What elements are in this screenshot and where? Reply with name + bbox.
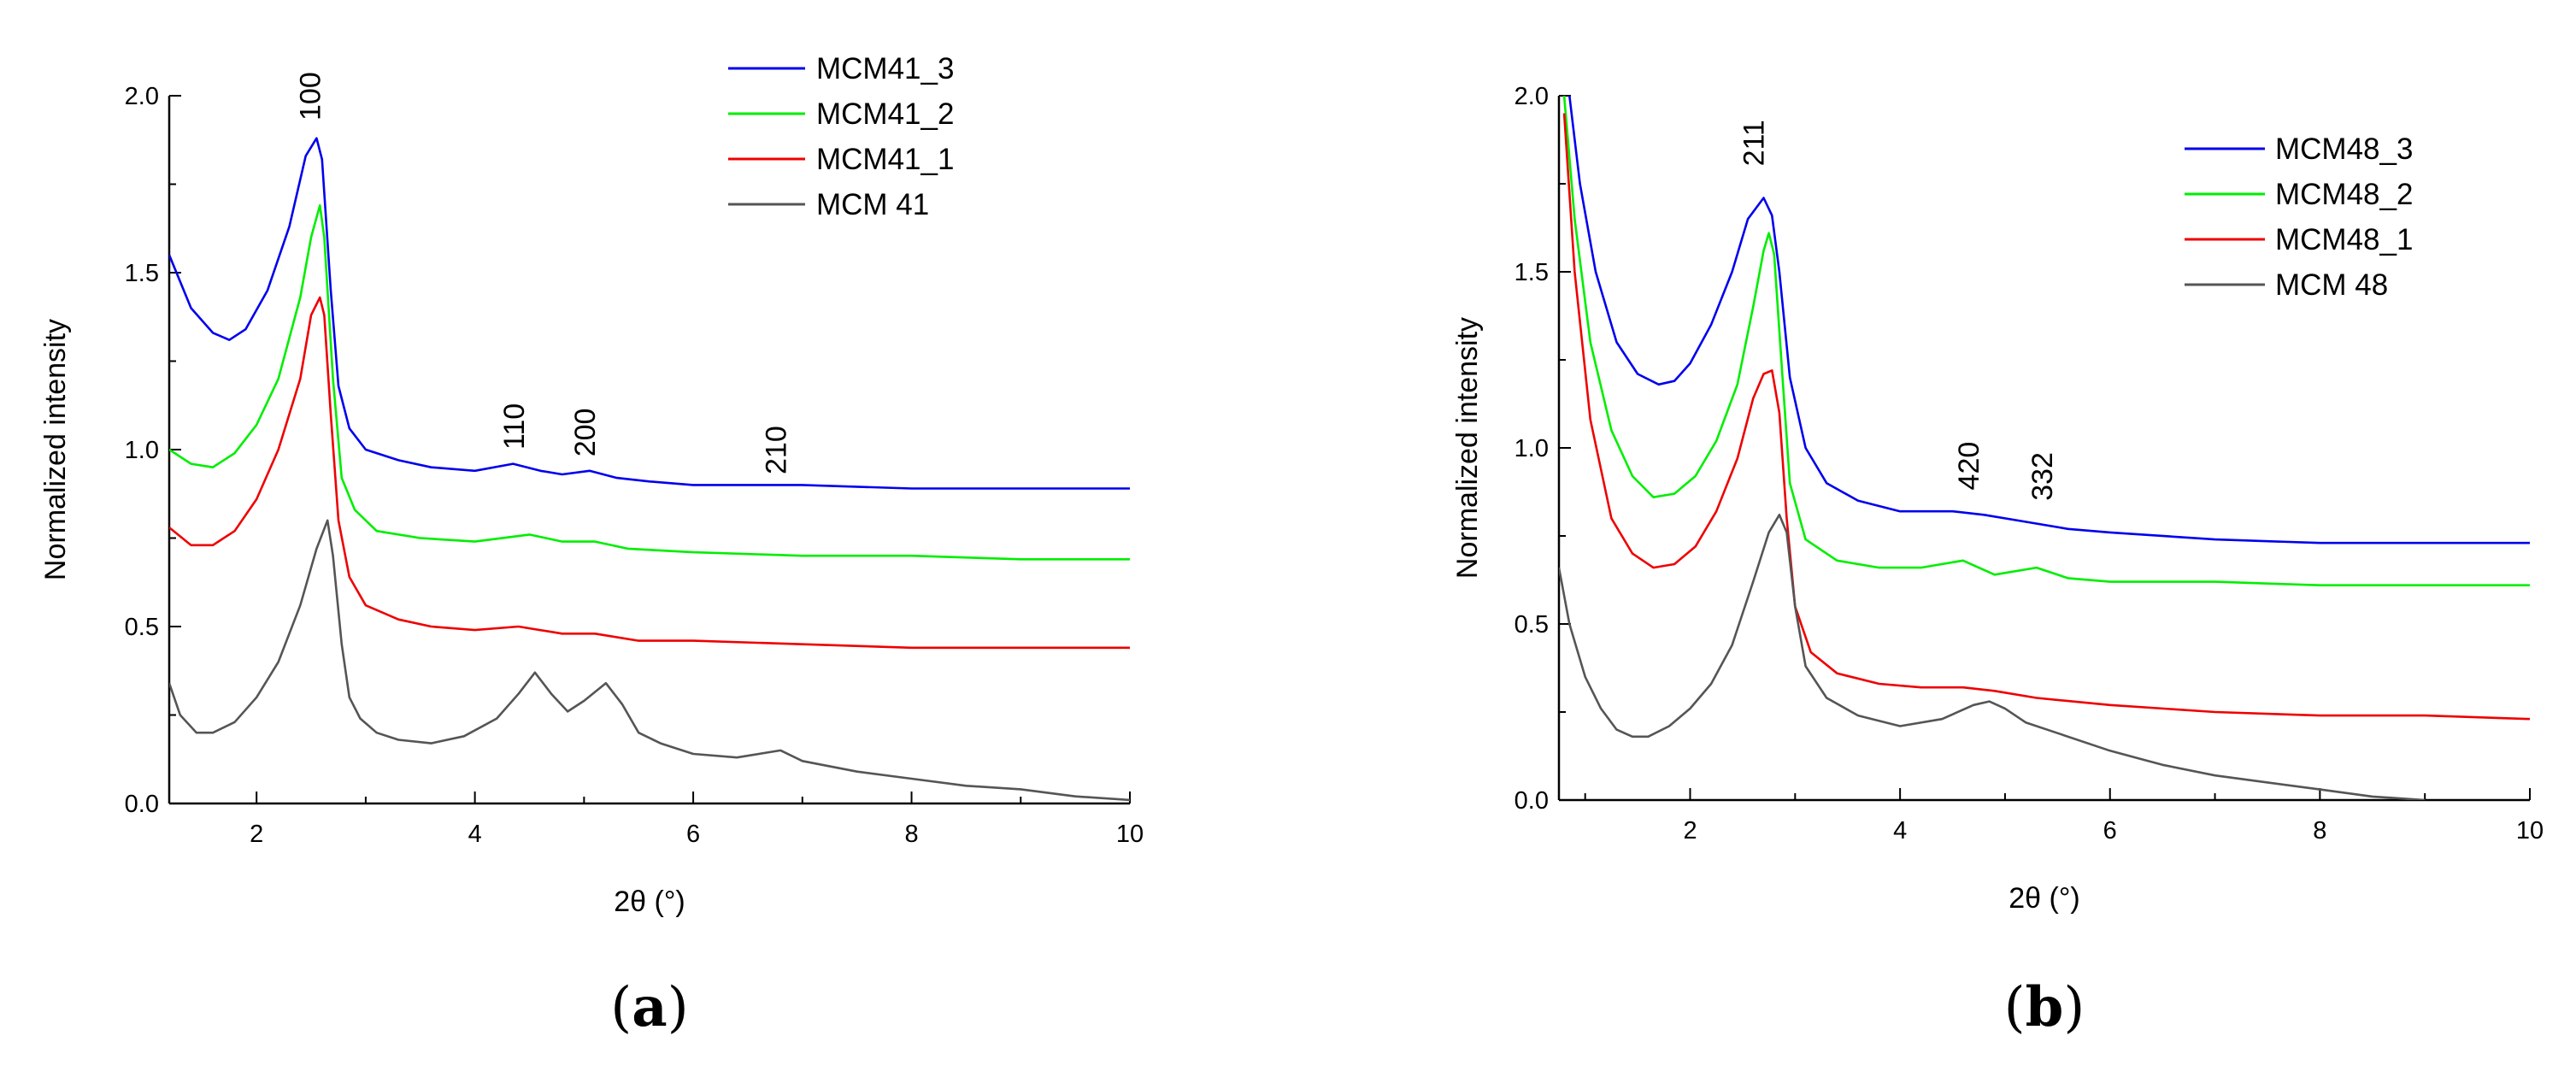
series-line-mcm41_1	[169, 296, 1130, 650]
series-line-mcm48_3	[1568, 95, 2530, 544]
x-tick-label: 4	[1893, 817, 1907, 845]
y-tick-label: 2.0	[1514, 83, 1549, 110]
peak-label: 110	[498, 403, 531, 450]
panel-a: 2 4 6 8 10 0.0 0.5 1.0 1.5 2.0 2θ (°) Normalized in…	[39, 52, 1144, 1039]
y-tick-label: 1.5	[125, 260, 159, 287]
x-tick-label: 10	[1116, 821, 1144, 848]
peak-label: 420	[1953, 442, 1985, 491]
x-tick-label: 4	[468, 821, 482, 848]
series-line-mcm41_3	[169, 137, 1130, 490]
x-tick-label: 6	[686, 821, 700, 848]
y-axis-title: Normalized intensity	[39, 319, 72, 580]
series-line-mcm-48	[1559, 513, 2426, 800]
y-tick-label: 0.5	[1514, 611, 1549, 639]
peak-label: 211	[1738, 120, 1770, 166]
peak-label: 100	[294, 72, 326, 121]
legend-label: MCM48_2	[2275, 178, 2413, 211]
y-tick-label: 0.0	[125, 791, 159, 818]
x-tick-label: 6	[2103, 817, 2117, 845]
series-line-mcm-41	[169, 519, 1130, 802]
series-line-mcm48_2	[1562, 95, 2530, 587]
legend-label: MCM48_3	[2275, 132, 2413, 166]
panel-label: (b)	[2004, 975, 2085, 1039]
y-tick-label: 0.5	[125, 614, 159, 641]
y-tick-label: 0.0	[1514, 787, 1549, 815]
peak-label: 200	[569, 409, 602, 457]
x-tick-label: 8	[904, 821, 918, 848]
x-tick-label: 10	[2516, 817, 2544, 845]
series-line-mcm41_2	[169, 204, 1130, 561]
y-tick-label: 2.0	[125, 83, 159, 110]
legend-label: MCM 48	[2275, 268, 2388, 302]
panel-label: (a)	[610, 975, 688, 1039]
y-tick-label: 1.0	[1514, 435, 1549, 462]
x-tick-label: 2	[250, 821, 263, 848]
legend-label: MCM48_1	[2275, 223, 2413, 256]
panel-b: 2 4 6 8 10 0.0 0.5 1.0 1.5 2.0 2θ (°) Normalized in…	[1451, 83, 2544, 1039]
y-tick-label: 1.5	[1514, 259, 1549, 286]
legend-label: MCM41_2	[816, 97, 954, 131]
peak-label: 210	[761, 426, 793, 474]
series-line-mcm48_1	[1562, 113, 2530, 721]
x-axis-title: 2θ (°)	[614, 886, 685, 918]
y-axis-title: Normalized intensity	[1451, 317, 1484, 579]
legend-label: MCM41_3	[816, 52, 954, 85]
legend-label: MCM41_1	[816, 143, 954, 176]
y-tick-label: 1.0	[125, 437, 159, 464]
x-tick-label: 8	[2313, 817, 2326, 845]
legend-label: MCM 41	[816, 188, 929, 221]
x-tick-label: 2	[1683, 817, 1697, 845]
x-axis-title: 2θ (°)	[2008, 882, 2080, 915]
peak-label: 332	[2026, 452, 2059, 501]
